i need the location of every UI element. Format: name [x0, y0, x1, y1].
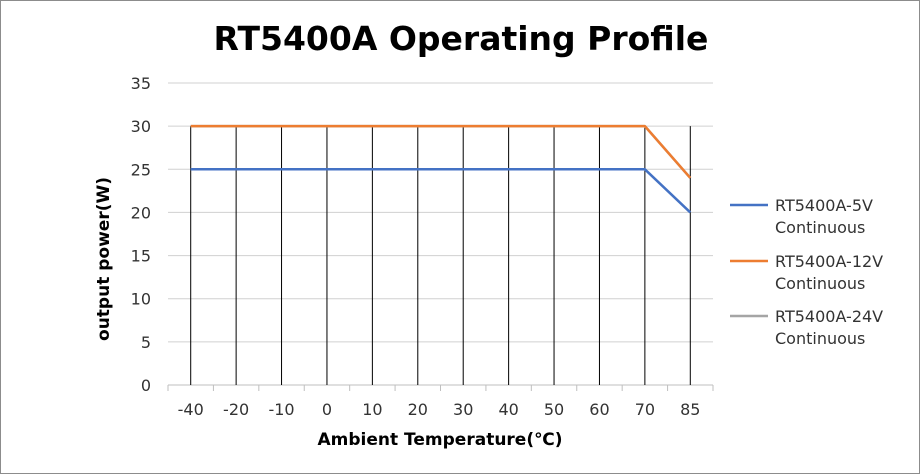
y-tick-label: 30 — [131, 117, 151, 136]
grid-lines — [167, 82, 714, 391]
legend-label: RT5400A-24V — [775, 307, 883, 326]
x-tick-label: -40 — [178, 400, 204, 419]
y-tick-label: 5 — [141, 333, 151, 352]
x-tick-label: 70 — [635, 400, 655, 419]
series-line-2 — [190, 124, 692, 179]
legend-label: Continuous — [775, 274, 865, 293]
chart-title: RT5400A Operating Profile — [213, 19, 709, 58]
x-tick-label: 10 — [362, 400, 382, 419]
y-axis-label: output power(W) — [94, 177, 114, 341]
x-tick-labels: -40 -20 -10 0 10 20 30 40 50 60 70 85 — [178, 400, 701, 419]
y-tick-label: 10 — [131, 290, 151, 309]
y-tick-label: 15 — [131, 247, 151, 266]
y-tick-label: 0 — [141, 376, 151, 395]
series-line-1 — [190, 168, 692, 214]
y-tick-label: 35 — [131, 74, 151, 93]
x-tick-label: 20 — [408, 400, 428, 419]
x-tick-label: 40 — [498, 400, 518, 419]
x-tick-label: 0 — [322, 400, 332, 419]
x-tick-label: -20 — [223, 400, 249, 419]
legend: RT5400A-5V Continuous RT5400A-12V Continuou… — [730, 196, 883, 348]
legend-label: RT5400A-12V — [775, 252, 883, 271]
y-tick-label: 25 — [131, 160, 151, 179]
x-tick-label: 50 — [544, 400, 564, 419]
y-tick-labels: 0 5 10 15 20 25 30 35 — [131, 74, 151, 395]
legend-label: RT5400A-5V — [775, 196, 873, 215]
x-tick-label: 85 — [680, 400, 700, 419]
x-tick-label: 60 — [589, 400, 609, 419]
legend-label: Continuous — [775, 218, 865, 237]
x-tick-label: 30 — [453, 400, 473, 419]
y-tick-label: 20 — [131, 203, 151, 222]
x-tick-label: -10 — [268, 400, 294, 419]
series-lines — [190, 124, 692, 214]
legend-label: Continuous — [775, 329, 865, 348]
x-axis-label: Ambient Temperature(℃) — [318, 430, 563, 450]
